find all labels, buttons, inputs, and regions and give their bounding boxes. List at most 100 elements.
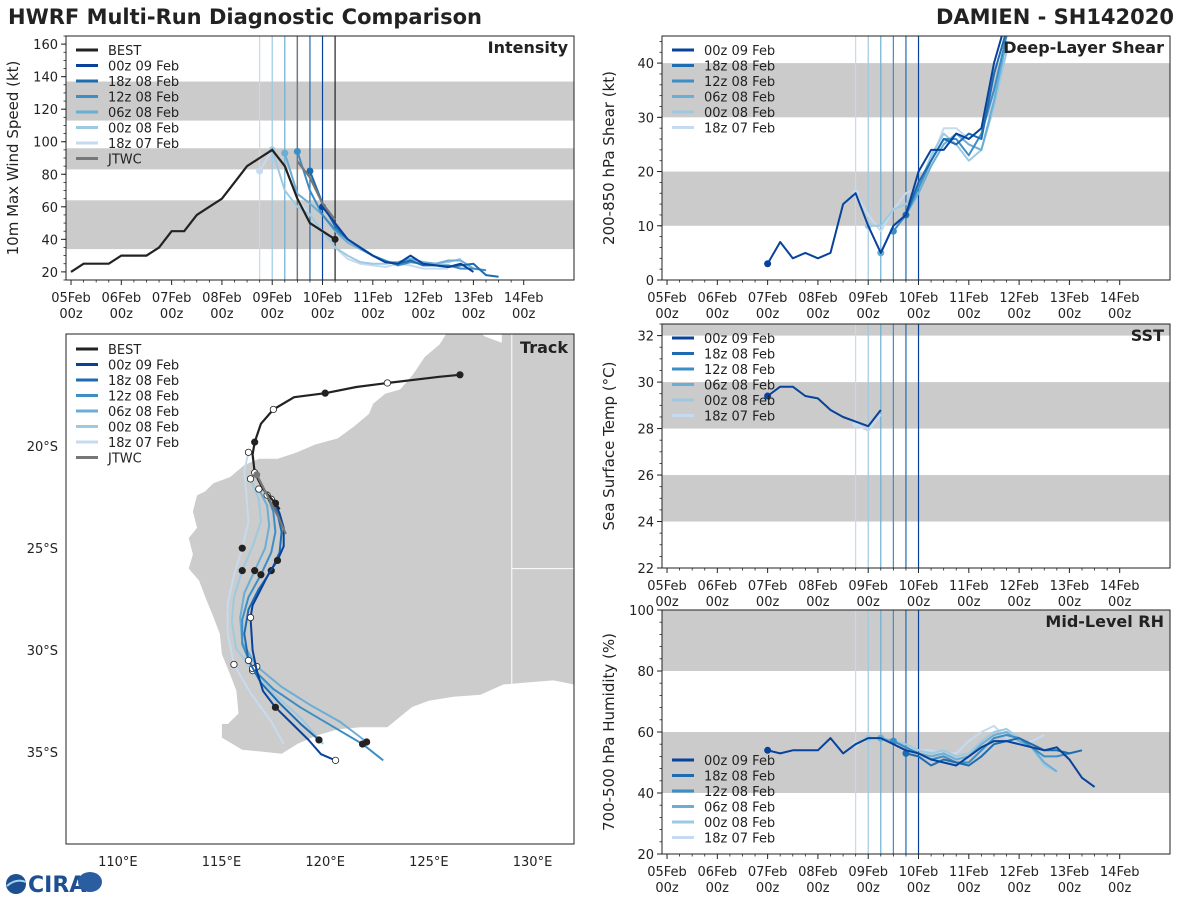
legend-label: 00z 08 Feb bbox=[704, 106, 775, 121]
series-line bbox=[767, 385, 882, 428]
track-marker bbox=[238, 567, 246, 575]
track-marker bbox=[273, 556, 282, 565]
x-tick-day: 12Feb bbox=[999, 865, 1039, 880]
shading-band bbox=[662, 382, 1170, 429]
legend-label: 18z 08 Feb bbox=[704, 348, 775, 363]
jtwc-line bbox=[296, 160, 336, 221]
y-axis-label: Sea Surface Temp (°C) bbox=[600, 361, 618, 530]
x-tick-hour: 00z bbox=[361, 307, 385, 322]
legend-label: 00z 09 Feb bbox=[108, 359, 179, 374]
series-line-start-marker bbox=[764, 746, 772, 754]
best-track-marker bbox=[456, 371, 464, 379]
panel-title: Mid-Level RH bbox=[1045, 612, 1164, 631]
y-tick-label: 160 bbox=[33, 38, 58, 53]
y-tick-label: 26 bbox=[637, 469, 654, 484]
series-line-start-marker bbox=[764, 392, 772, 400]
shading-band bbox=[662, 610, 1170, 671]
x-tick-day: 10Feb bbox=[899, 291, 939, 306]
x-tick-day: 08Feb bbox=[202, 291, 242, 306]
plot-frame bbox=[661, 323, 1171, 569]
x-tick-day: 14Feb bbox=[1100, 579, 1140, 594]
partner-logo-icon bbox=[78, 872, 102, 892]
x-tick-hour: 00z bbox=[706, 881, 730, 896]
legend-label: BEST bbox=[108, 44, 141, 59]
y-tick-label: 60 bbox=[41, 201, 58, 216]
legend-label: JTWC bbox=[107, 452, 142, 467]
panel-track: 110°E 115°E 120°E 125°E 130°E 20°S 25°S 30°S 35°… bbox=[27, 333, 575, 870]
x-tick-day: 10Feb bbox=[303, 291, 343, 306]
x-tick-day: 07Feb bbox=[748, 291, 788, 306]
x-tick-day: 09Feb bbox=[252, 291, 292, 306]
y-tick-label: 30 bbox=[637, 376, 654, 391]
legend-label: 12z 08 Feb bbox=[704, 785, 775, 800]
globe-icon bbox=[6, 874, 26, 894]
x-tick-hour: 00z bbox=[1108, 595, 1132, 610]
shading-band bbox=[662, 63, 1170, 118]
y-tick-label: 60 bbox=[637, 726, 654, 741]
x-tick-day: 10Feb bbox=[899, 579, 939, 594]
jtwc-track-line bbox=[255, 474, 287, 535]
lat-label: 20°S bbox=[27, 440, 58, 455]
x-tick-hour: 00z bbox=[957, 595, 981, 610]
series-line-start-marker bbox=[256, 167, 264, 175]
legend-label: 18z 07 Feb bbox=[704, 410, 775, 425]
legend-label: 18z 08 Feb bbox=[108, 374, 179, 389]
track-marker bbox=[251, 567, 259, 575]
x-tick-day: 07Feb bbox=[748, 865, 788, 880]
legend-label: 12z 08 Feb bbox=[704, 75, 775, 90]
shading-band bbox=[662, 732, 1170, 793]
x-tick-hour: 00z bbox=[857, 595, 881, 610]
plot-area bbox=[662, 324, 1170, 568]
x-tick-day: 14Feb bbox=[1100, 291, 1140, 306]
x-tick-hour: 00z bbox=[210, 307, 234, 322]
y-tick-label: 20 bbox=[41, 266, 58, 281]
land-mass bbox=[187, 334, 574, 755]
legend-label: BEST bbox=[108, 343, 141, 358]
legend-label: 00z 09 Feb bbox=[704, 754, 775, 769]
x-tick-day: 08Feb bbox=[798, 579, 838, 594]
y-axis-label: 700-500 hPa Humidity (%) bbox=[600, 633, 618, 831]
y-tick-label: 20 bbox=[637, 166, 654, 181]
plot-frame bbox=[661, 35, 1171, 281]
track-marker bbox=[244, 448, 253, 456]
track-marker bbox=[331, 756, 340, 764]
lon-label: 120°E bbox=[305, 855, 345, 870]
track-marker bbox=[246, 613, 255, 622]
x-tick-hour: 00z bbox=[1108, 307, 1132, 322]
y-tick-label: 40 bbox=[637, 787, 654, 802]
logo-text: CIRA bbox=[28, 873, 86, 898]
x-tick-day: 07Feb bbox=[152, 291, 192, 306]
legend-label: 00z 08 Feb bbox=[108, 122, 179, 137]
x-tick-hour: 00z bbox=[311, 307, 335, 322]
shading-band bbox=[66, 148, 574, 170]
track-line bbox=[243, 498, 320, 741]
legend-label: 12z 08 Feb bbox=[704, 363, 775, 378]
y-tick-label: 28 bbox=[637, 423, 654, 438]
x-tick-hour: 00z bbox=[907, 881, 931, 896]
track-marker bbox=[244, 656, 253, 665]
x-tick-hour: 00z bbox=[1007, 881, 1031, 896]
track-marker bbox=[358, 740, 367, 748]
series-line bbox=[767, 737, 1096, 788]
x-tick-day: 09Feb bbox=[848, 291, 888, 306]
storm-title: DAMIEN - SH142020 bbox=[936, 5, 1174, 29]
plot-area bbox=[662, 36, 1170, 280]
x-tick-hour: 00z bbox=[411, 307, 435, 322]
legend-label: 06z 08 Feb bbox=[704, 379, 775, 394]
x-tick-hour: 00z bbox=[756, 881, 780, 896]
x-tick-hour: 00z bbox=[261, 307, 285, 322]
x-tick-hour: 00z bbox=[462, 307, 486, 322]
best-line bbox=[70, 148, 336, 273]
legend-label: 00z 08 Feb bbox=[108, 421, 179, 436]
lon-label: 115°E bbox=[202, 855, 242, 870]
y-tick-label: 30 bbox=[637, 111, 654, 126]
track-marker bbox=[246, 475, 255, 483]
track-marker bbox=[257, 571, 265, 579]
x-tick-day: 05Feb bbox=[647, 291, 687, 306]
legend-label: 18z 08 Feb bbox=[704, 770, 775, 785]
x-tick-hour: 00z bbox=[655, 307, 679, 322]
x-tick-day: 11Feb bbox=[949, 579, 989, 594]
x-tick-hour: 00z bbox=[756, 307, 780, 322]
x-tick-hour: 00z bbox=[907, 307, 931, 322]
x-tick-hour: 00z bbox=[1058, 307, 1082, 322]
